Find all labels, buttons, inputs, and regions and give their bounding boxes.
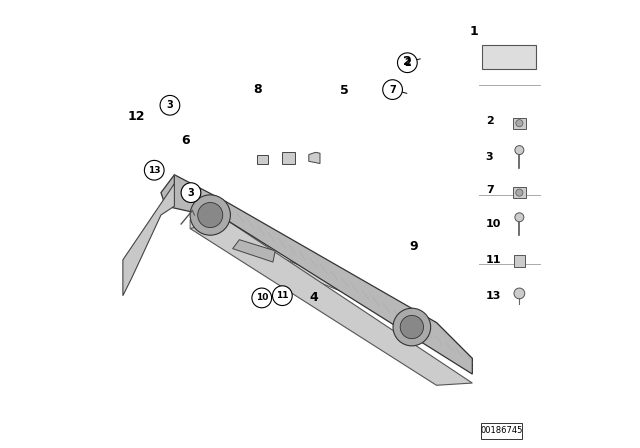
Text: 11: 11 xyxy=(486,255,501,265)
Text: 9: 9 xyxy=(410,240,419,253)
Circle shape xyxy=(516,189,523,196)
Bar xyxy=(257,155,269,164)
Circle shape xyxy=(198,202,223,228)
Circle shape xyxy=(273,286,292,306)
Circle shape xyxy=(515,213,524,222)
Circle shape xyxy=(516,120,523,127)
Text: 12: 12 xyxy=(127,110,145,123)
Bar xyxy=(481,423,522,439)
Circle shape xyxy=(393,308,431,346)
Text: 10: 10 xyxy=(255,293,268,302)
Text: 2: 2 xyxy=(404,58,411,68)
Circle shape xyxy=(400,315,424,339)
Polygon shape xyxy=(309,152,320,164)
Text: 8: 8 xyxy=(253,83,262,96)
Polygon shape xyxy=(161,175,472,374)
Text: 7: 7 xyxy=(486,185,493,195)
Polygon shape xyxy=(123,175,174,296)
Polygon shape xyxy=(190,220,472,385)
Text: 2: 2 xyxy=(403,55,412,69)
Circle shape xyxy=(145,160,164,180)
Text: 13: 13 xyxy=(486,291,501,301)
Circle shape xyxy=(160,95,180,115)
Text: 10: 10 xyxy=(486,219,501,229)
Text: 3: 3 xyxy=(166,100,173,110)
Text: 00186745: 00186745 xyxy=(480,426,523,435)
Bar xyxy=(513,118,526,129)
Polygon shape xyxy=(190,220,472,365)
Text: 1: 1 xyxy=(469,25,478,38)
Circle shape xyxy=(514,288,525,299)
Text: 3: 3 xyxy=(188,188,195,198)
Text: 13: 13 xyxy=(148,166,161,175)
Polygon shape xyxy=(233,240,275,262)
Text: 5: 5 xyxy=(340,84,349,97)
Text: 2: 2 xyxy=(486,116,493,126)
Text: 6: 6 xyxy=(181,134,190,147)
Circle shape xyxy=(181,183,201,202)
Text: 4: 4 xyxy=(310,291,319,304)
Circle shape xyxy=(252,288,271,308)
Text: 3: 3 xyxy=(486,152,493,162)
Circle shape xyxy=(515,146,524,155)
Bar xyxy=(482,45,536,69)
Circle shape xyxy=(190,195,230,235)
Bar xyxy=(282,152,296,164)
Bar xyxy=(513,255,525,267)
Bar xyxy=(513,187,526,198)
Text: 7: 7 xyxy=(389,85,396,95)
Circle shape xyxy=(397,53,417,73)
Circle shape xyxy=(383,80,403,99)
Text: 11: 11 xyxy=(276,291,289,300)
